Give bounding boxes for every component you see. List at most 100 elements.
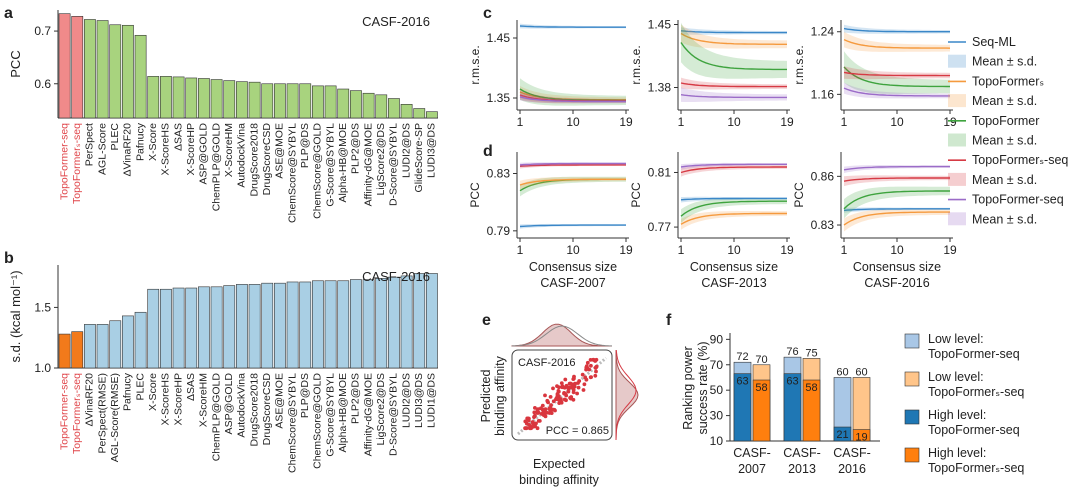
scatter-point <box>566 389 571 394</box>
bar-1 <box>71 16 84 119</box>
x-axis-label-2: binding affinity <box>519 473 599 487</box>
category-label: G-Score@SYBYL <box>324 123 336 207</box>
scatter-point <box>576 385 581 390</box>
category-label: Alpha-HB@MOE <box>337 123 349 203</box>
band-topoformer_s_seq <box>844 175 950 187</box>
x-axis-label: Consensus size <box>529 260 617 274</box>
category-label: ChemScore@SYBYL <box>286 373 298 473</box>
bar-21 <box>324 85 337 119</box>
scatter-point <box>533 413 537 418</box>
bar-7 <box>147 76 160 119</box>
bar-high-level <box>783 373 802 442</box>
category-label: ASE@MOE <box>274 373 286 429</box>
value-label-bg <box>754 381 769 393</box>
bar-10 <box>185 287 198 369</box>
y-tick-label: 0.81 <box>648 165 672 179</box>
scatter-point <box>535 426 540 431</box>
series-line-topoformer_seq <box>680 94 787 99</box>
legend-line2: TopoFormerₛ-seq <box>928 385 1024 399</box>
series-line-topoformer_s_seq <box>680 166 787 174</box>
bar-high-level <box>802 379 821 442</box>
category-label-bottom: 2013 <box>788 462 816 476</box>
x-tick-label: 1 <box>841 115 848 129</box>
bar-high-level <box>833 426 852 442</box>
bar-28 <box>413 273 426 369</box>
scatter-point <box>581 388 586 392</box>
bar-11 <box>198 78 210 119</box>
y-tick-label: 0.77 <box>648 220 672 234</box>
y-tick-label: 70 <box>710 358 724 372</box>
legend-label: Mean ± s.d. <box>972 55 1037 69</box>
scatter-point <box>577 379 582 383</box>
x-tick-label: 1 <box>678 243 685 257</box>
bar-26 <box>388 98 400 119</box>
series-line-topoformer_seq <box>519 96 626 103</box>
y-axis-label: s.d. (kcal mol⁻¹) <box>8 270 23 362</box>
x-tick-label: 19 <box>943 115 957 129</box>
bar-20 <box>312 85 324 119</box>
value-label-bg <box>804 381 819 393</box>
legend-label: TopoFormerₛ <box>972 74 1044 88</box>
y-axis-label: PCC <box>468 182 482 208</box>
bar-19 <box>299 281 312 369</box>
value-label-low: 60 <box>855 366 867 378</box>
bar-23 <box>350 279 362 369</box>
bar-4 <box>109 24 122 119</box>
value-label-high: 58 <box>755 382 767 394</box>
scatter-point <box>531 424 536 429</box>
bar-16 <box>261 83 274 119</box>
y-tick-label: 1.45 <box>648 18 672 32</box>
category-label: PLEC <box>134 373 146 401</box>
value-label-high: 58 <box>805 382 817 394</box>
x-tick-label: 10 <box>890 243 904 257</box>
series-line-seq_ml <box>843 208 950 212</box>
bar-17 <box>274 282 286 369</box>
bar-28 <box>413 108 426 119</box>
y-axis-label-2: binding affinity <box>493 355 507 435</box>
y-axis-label: PCC <box>792 182 806 208</box>
legend-line1: High level: <box>928 446 986 460</box>
y-tick-label: 1.0 <box>34 361 51 375</box>
category-label: LUDI3@DS <box>426 123 438 178</box>
scatter-point <box>547 406 552 411</box>
category-label: X-ScoreHP <box>172 373 184 426</box>
category-label: AGL-Score(RMSE) <box>109 373 121 462</box>
scatter-point <box>551 399 556 404</box>
scatter-point <box>562 397 567 402</box>
x-axis-label: Consensus size <box>690 260 778 274</box>
bar-2 <box>84 19 96 119</box>
category-label: ΔVinaRF20 <box>122 123 134 177</box>
y-tick-label: 90 <box>710 332 724 346</box>
category-label: ChemScore@GOLD <box>312 123 324 219</box>
bar-12 <box>210 286 223 369</box>
y-tick-label: 0.86 <box>811 169 835 183</box>
scatter-point <box>548 395 553 399</box>
scatter-point <box>537 419 542 423</box>
legend-label: Mean ± s.d. <box>972 94 1037 108</box>
category-label: LUDI2@DS <box>400 123 412 178</box>
legend-label: Mean ± s.d. <box>972 212 1037 226</box>
series-line-topoformer_seq <box>680 163 787 168</box>
legend-band-topoformer_s_seq <box>948 172 966 186</box>
dataset-label: CASF-2016 <box>864 276 929 290</box>
scatter-point <box>532 410 537 415</box>
bar-4 <box>109 320 122 369</box>
panel-label-e: e <box>482 312 491 329</box>
scatter-point <box>573 381 577 386</box>
scatter-point <box>585 366 590 370</box>
y-tick-label: 1.38 <box>648 81 672 95</box>
line-subplot-d-2: 0.83 0.86 1 10 19 PCC Consensus size CASF-2016 <box>792 152 957 290</box>
category-label: X-Score <box>147 123 159 161</box>
category-label: PerSpect <box>84 123 96 166</box>
category-label: Affinity-dG@MOE <box>362 123 374 206</box>
bar-18 <box>286 83 299 119</box>
category-label: Pafnucy <box>122 372 134 411</box>
scatter-point <box>540 403 545 408</box>
category-label: AGL-Score <box>96 123 108 175</box>
bar-17 <box>274 83 286 119</box>
series-line-seq_ml <box>680 197 787 201</box>
bar-23 <box>350 90 362 119</box>
x-tick-label: 19 <box>780 243 794 257</box>
legend-line2: TopoFormer-seq <box>928 347 1020 361</box>
